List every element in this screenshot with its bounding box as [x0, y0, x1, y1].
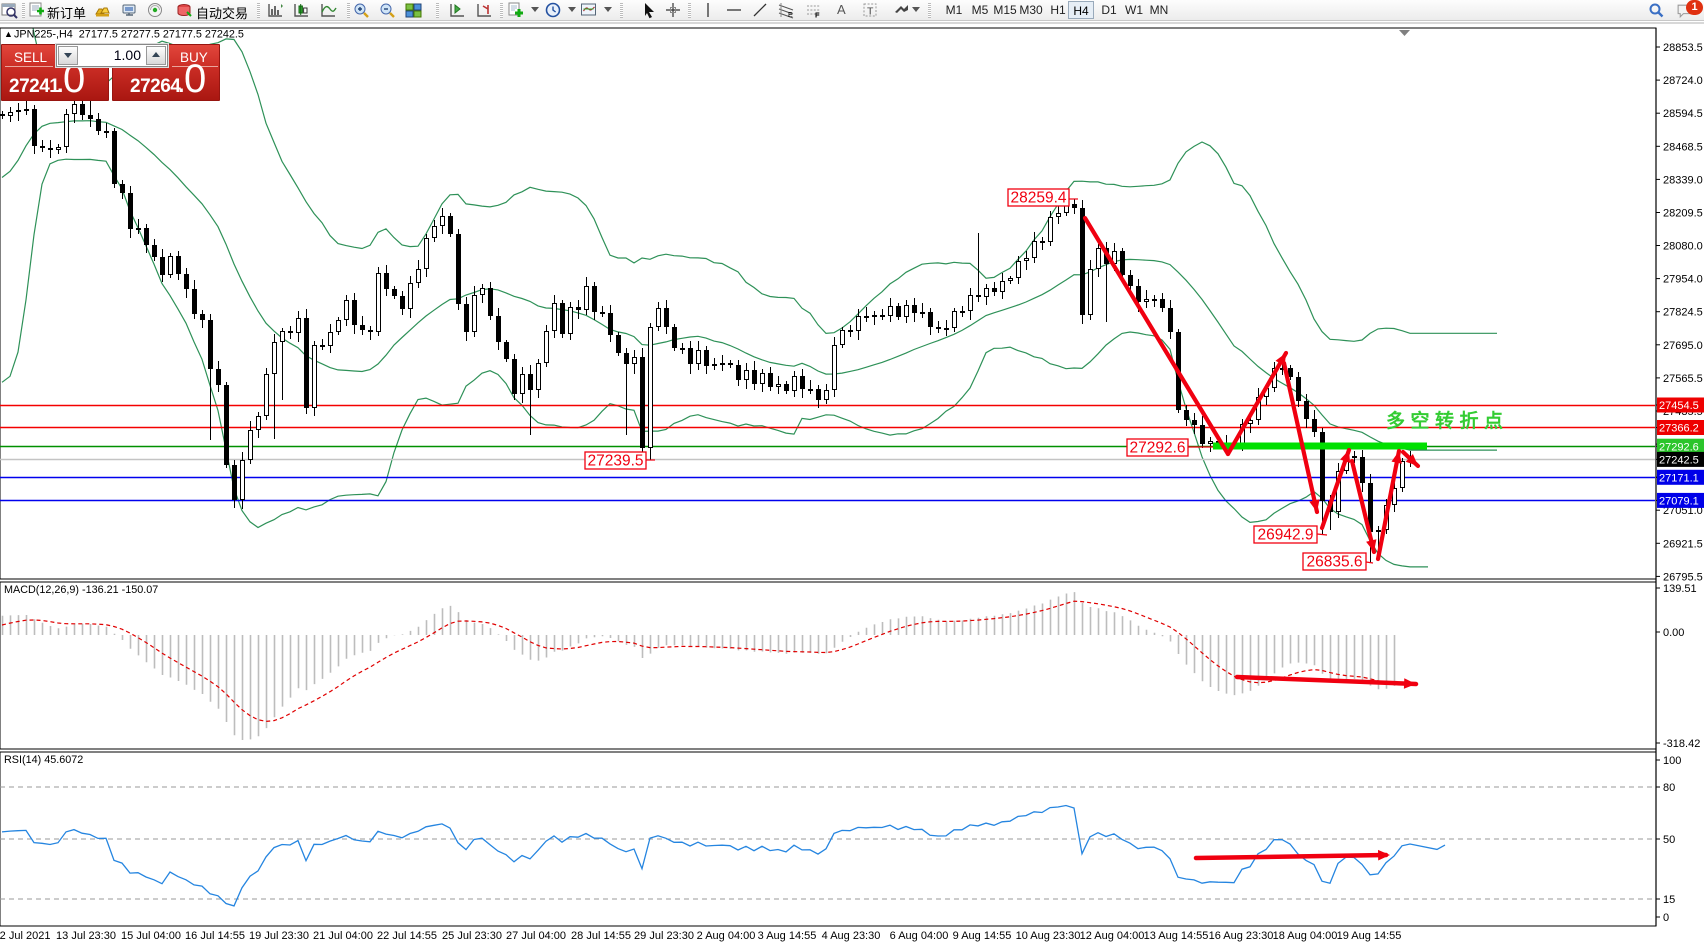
svg-text:E: E: [788, 12, 793, 19]
svg-text:50: 50: [1663, 834, 1675, 846]
svg-text:25 Jul 23:30: 25 Jul 23:30: [442, 930, 502, 942]
svg-text:100: 100: [1663, 755, 1681, 767]
svg-text:27051.0: 27051.0: [1663, 505, 1703, 517]
svg-text:26835.6: 26835.6: [1306, 554, 1362, 571]
svg-text:27242.5: 27242.5: [1659, 455, 1699, 467]
svg-text:27239.5: 27239.5: [587, 453, 643, 470]
svg-text:12 Aug 04:00: 12 Aug 04:00: [1080, 930, 1145, 942]
svg-text:0.00: 0.00: [1663, 627, 1684, 639]
svg-text:27079.1: 27079.1: [1659, 496, 1699, 508]
svg-text:▲: ▲: [4, 29, 13, 39]
svg-text:27292.6: 27292.6: [1659, 441, 1699, 453]
svg-text:27454.5: 27454.5: [1659, 400, 1699, 412]
svg-text:28594.5: 28594.5: [1663, 108, 1703, 120]
svg-text:28724.0: 28724.0: [1663, 75, 1703, 87]
svg-text:15: 15: [1663, 894, 1675, 906]
svg-text:10 Aug 23:30: 10 Aug 23:30: [1016, 930, 1081, 942]
svg-text:19 Jul 23:30: 19 Jul 23:30: [249, 930, 309, 942]
svg-text:28259.4: 28259.4: [1010, 190, 1066, 207]
svg-text:27695.0: 27695.0: [1663, 340, 1703, 352]
svg-text:3 Aug 14:55: 3 Aug 14:55: [758, 930, 817, 942]
svg-text:12 Jul 2021: 12 Jul 2021: [0, 930, 50, 942]
svg-text:28209.5: 28209.5: [1663, 208, 1703, 220]
svg-text:MACD(12,26,9) -136.21 -150.07: MACD(12,26,9) -136.21 -150.07: [4, 584, 158, 596]
svg-text:26921.5: 26921.5: [1663, 538, 1703, 550]
svg-text:22 Jul 14:55: 22 Jul 14:55: [377, 930, 437, 942]
svg-text:16 Jul 14:55: 16 Jul 14:55: [185, 930, 245, 942]
svg-text:139.51: 139.51: [1663, 583, 1697, 595]
svg-text:27824.5: 27824.5: [1663, 307, 1703, 319]
svg-text:13 Aug 14:55: 13 Aug 14:55: [1144, 930, 1209, 942]
svg-text:28468.5: 28468.5: [1663, 141, 1703, 153]
svg-text:27171.1: 27171.1: [1659, 473, 1699, 485]
svg-text:6 Aug 04:00: 6 Aug 04:00: [890, 930, 949, 942]
svg-text:27565.5: 27565.5: [1663, 373, 1703, 385]
svg-text:27 Jul 04:00: 27 Jul 04:00: [506, 930, 566, 942]
svg-text:28853.5: 28853.5: [1663, 42, 1703, 54]
svg-text:2 Aug 04:00: 2 Aug 04:00: [697, 930, 756, 942]
svg-text:RSI(14) 45.6072: RSI(14) 45.6072: [4, 754, 83, 766]
svg-text:4 Aug 23:30: 4 Aug 23:30: [822, 930, 881, 942]
svg-text:JPN225-,H4 27177.5 27277.5 27: JPN225-,H4 27177.5 27277.5 27177.5 27242…: [14, 29, 244, 41]
svg-text:28080.0: 28080.0: [1663, 241, 1703, 253]
svg-text:多空转折点: 多空转折点: [1386, 409, 1509, 432]
svg-text:13 Jul 23:30: 13 Jul 23:30: [56, 930, 116, 942]
svg-text:27954.0: 27954.0: [1663, 274, 1703, 286]
svg-text:27292.6: 27292.6: [1129, 440, 1185, 457]
svg-text:27366.2: 27366.2: [1659, 423, 1699, 435]
svg-text:T: T: [867, 6, 874, 18]
svg-text:28 Jul 14:55: 28 Jul 14:55: [571, 930, 631, 942]
svg-text:18 Aug 04:00: 18 Aug 04:00: [1273, 930, 1338, 942]
svg-text:80: 80: [1663, 782, 1675, 794]
svg-text:9 Aug 14:55: 9 Aug 14:55: [953, 930, 1012, 942]
svg-text:28339.0: 28339.0: [1663, 174, 1703, 186]
svg-text:26795.5: 26795.5: [1663, 571, 1703, 583]
svg-text:16 Aug 23:30: 16 Aug 23:30: [1209, 930, 1274, 942]
svg-text:0: 0: [1663, 912, 1669, 924]
svg-text:29 Jul 23:30: 29 Jul 23:30: [634, 930, 694, 942]
svg-text:F: F: [815, 11, 820, 20]
svg-text:19 Aug 14:55: 19 Aug 14:55: [1337, 930, 1402, 942]
svg-text:-318.42: -318.42: [1663, 738, 1700, 750]
svg-text:26942.9: 26942.9: [1257, 527, 1313, 544]
svg-text:21 Jul 04:00: 21 Jul 04:00: [313, 930, 373, 942]
svg-text:15 Jul 04:00: 15 Jul 04:00: [121, 930, 181, 942]
